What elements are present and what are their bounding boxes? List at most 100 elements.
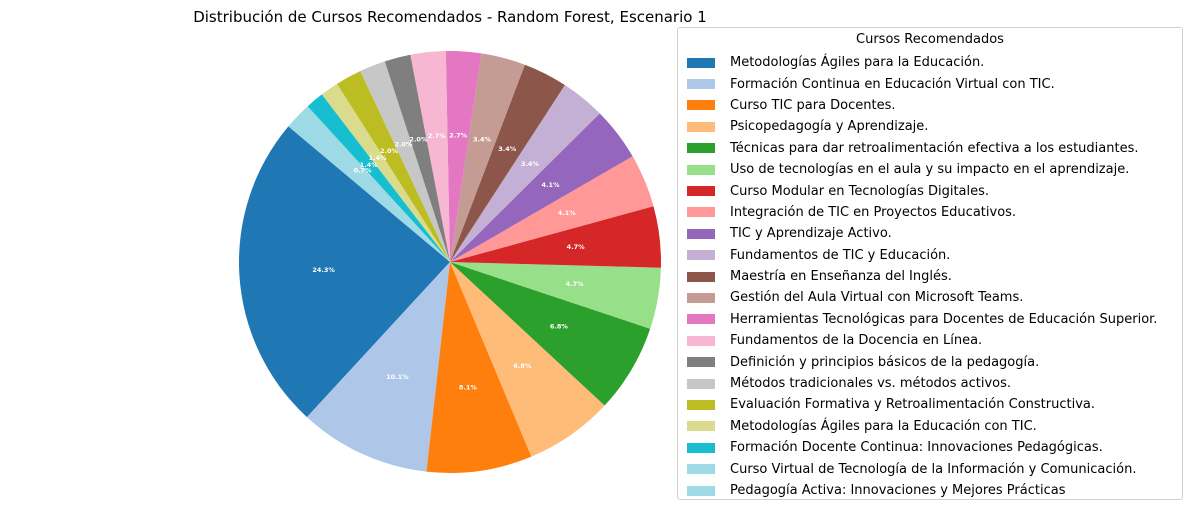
legend-swatch	[687, 121, 715, 132]
legend-item: Métodos tradicionales vs. métodos activo…	[678, 373, 1182, 394]
legend-item: Fundamentos de la Docencia en Línea.	[678, 330, 1182, 351]
legend-swatch	[687, 378, 715, 389]
legend-item: Gestión del Aula Virtual con Microsoft T…	[678, 287, 1182, 308]
legend-item: Integración de TIC en Proyectos Educativ…	[678, 202, 1182, 223]
pie-slice	[384, 54, 450, 263]
pie-slice	[307, 94, 450, 263]
legend-item: Formación Docente Continua: Innovaciones…	[678, 437, 1182, 458]
legend-item: Definición y principios básicos de la pe…	[678, 351, 1182, 372]
pie-slice	[360, 61, 450, 262]
legend-swatch	[687, 207, 715, 218]
legend-label: Maestría en Enseñanza del Inglés.	[730, 269, 952, 285]
legend-item: Metodologías Ágiles para la Educación.	[678, 52, 1182, 73]
legend-label: Metodologías Ágiles para la Educación.	[730, 55, 985, 71]
legend-label: Evaluación Formativa y Retroalimentación…	[730, 397, 1095, 413]
pie-slice	[450, 113, 633, 262]
pie-slice	[426, 262, 532, 473]
pie-percent-label: 6.8%	[513, 362, 532, 370]
pie-percent-label: 0.7%	[353, 166, 372, 174]
legend-item: Curso Virtual de Tecnología de la Inform…	[678, 458, 1182, 479]
pie-percent-label: 2.0%	[394, 140, 413, 148]
legend-item: Técnicas para dar retroalimentación efec…	[678, 138, 1182, 159]
pie-slice	[288, 112, 450, 262]
pie-slice	[300, 106, 450, 262]
legend-label: Curso Virtual de Tecnología de la Inform…	[730, 461, 1137, 477]
legend-label: Formación Docente Continua: Innovaciones…	[730, 440, 1103, 456]
legend-swatch	[687, 442, 715, 453]
legend-swatch	[687, 57, 715, 68]
pie-slice	[306, 262, 450, 472]
pie-chart: 24.3% 10.1% 8.1% 6.8% 6.8% 4.7% 4.7% 4.1% 4.1% 3.…	[238, 50, 661, 473]
pie-percent-label: 4.7%	[566, 280, 585, 288]
legend-swatch	[687, 164, 715, 175]
pie-percent-label: 2.7%	[428, 132, 447, 140]
legend-swatch	[687, 292, 715, 303]
pie-slice	[450, 85, 600, 262]
legend-item: Maestría en Enseñanza del Inglés.	[678, 266, 1182, 287]
pie-percent-label: 6.8%	[550, 323, 569, 331]
legend-item: Pedagogía Activa: Innovaciones y Mejores…	[678, 480, 1182, 501]
legend-item: Curso Modular en Tecnologías Digitales.	[678, 180, 1182, 201]
legend-item: TIC y Aprendizaje Activo.	[678, 223, 1182, 244]
legend-label: Técnicas para dar retroalimentación efec…	[730, 140, 1139, 156]
legend-item: Formación Continua en Educación Virtual …	[678, 73, 1182, 94]
legend-swatch	[687, 271, 715, 282]
legend-label: Metodologías Ágiles para la Educación co…	[730, 418, 1037, 434]
pie-percent-label: 2.7%	[449, 132, 468, 140]
pie-slice	[450, 262, 651, 406]
pie-slice	[450, 53, 525, 262]
pie-slice	[410, 51, 450, 262]
legend-item: Evaluación Formativa y Retroalimentación…	[678, 394, 1182, 415]
pie-percent-label: 3.4%	[498, 145, 517, 153]
legend-item: Metodologías Ágiles para la Educación co…	[678, 416, 1182, 437]
legend-label: Uso de tecnologías en el aula y su impac…	[730, 162, 1130, 178]
legend-label: Fundamentos de TIC y Educación.	[730, 247, 951, 263]
pie-percent-label: 3.4%	[473, 136, 492, 144]
pie-slice	[336, 71, 450, 262]
pie-slice	[445, 50, 482, 262]
legend-swatch	[687, 357, 715, 368]
pie-slice	[450, 262, 605, 457]
pie-percent-label: 10.1%	[386, 373, 409, 381]
pie-slice	[450, 262, 661, 329]
chart-title: Distribución de Cursos Recomendados - Ra…	[193, 8, 707, 26]
legend-swatch	[687, 186, 715, 197]
legend-label: Métodos tradicionales vs. métodos activo…	[730, 376, 1012, 392]
pie-slice	[450, 206, 661, 268]
legend-label: Gestión del Aula Virtual con Microsoft T…	[730, 290, 1024, 306]
legend: Cursos Recomendados Metodologías Ágiles …	[677, 27, 1183, 500]
legend-swatch	[687, 228, 715, 239]
legend-item: Uso de tecnologías en el aula y su impac…	[678, 159, 1182, 180]
legend-label: Curso TIC para Docentes.	[730, 97, 896, 113]
pie-percent-label: 3.4%	[521, 160, 540, 168]
pie-percent-labels: 24.3% 10.1% 8.1% 6.8% 6.8% 4.7% 4.7% 4.1% 4.1% 3.…	[312, 132, 585, 392]
legend-label: Psicopedagogía y Aprendizaje.	[730, 119, 929, 135]
legend-swatch	[687, 485, 715, 496]
legend-label: Fundamentos de la Docencia en Línea.	[730, 333, 983, 349]
legend-swatch	[687, 421, 715, 432]
pie-slices	[238, 50, 661, 473]
legend-label: Definición y principios básicos de la pe…	[730, 354, 1040, 370]
pie-slice	[450, 64, 565, 262]
legend-swatch	[687, 314, 715, 325]
pie-slice	[450, 156, 654, 262]
pie-percent-label: 8.1%	[459, 383, 478, 391]
legend-label: Formación Continua en Educación Virtual …	[730, 76, 1055, 92]
legend-label: TIC y Aprendizaje Activo.	[730, 226, 892, 242]
legend-item: Curso TIC para Docentes.	[678, 95, 1182, 116]
legend-swatch	[687, 143, 715, 154]
pie-percent-label: 4.1%	[558, 209, 577, 217]
legend-items: Metodologías Ágiles para la Educación. Fo…	[678, 52, 1182, 501]
legend-swatch	[687, 250, 715, 261]
pie-slice	[321, 83, 450, 262]
legend-swatch	[687, 79, 715, 90]
pie-percent-label: 2.0%	[380, 147, 399, 155]
legend-label: Herramientas Tecnológicas para Docentes …	[730, 311, 1158, 327]
pie-slice	[238, 126, 450, 418]
pie-percent-label: 24.3%	[312, 266, 335, 274]
legend-swatch	[687, 100, 715, 111]
pie-percent-label: 2.0%	[409, 135, 428, 143]
pie-percent-label: 1.4%	[369, 154, 388, 162]
legend-swatch	[687, 464, 715, 475]
legend-swatch	[687, 335, 715, 346]
